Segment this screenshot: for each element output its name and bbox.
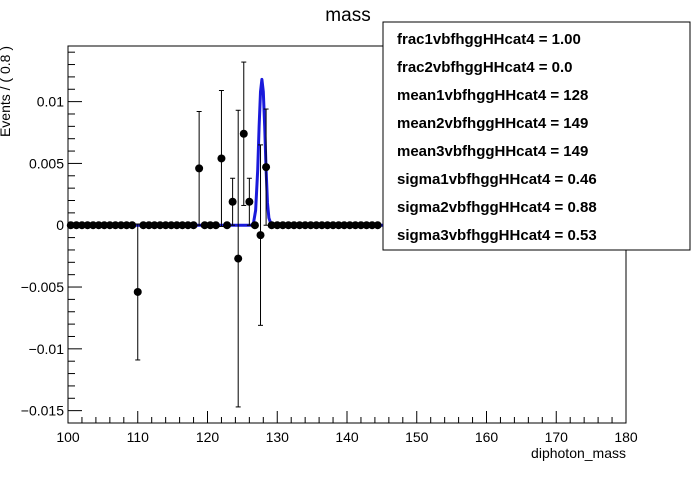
data-point: [340, 221, 349, 230]
data-point: [250, 221, 259, 230]
data-layer: [66, 61, 626, 408]
data-point: [77, 221, 86, 230]
legend-entry: sigma3vbfhggHHcat4 = 0.53: [397, 227, 597, 244]
legend-entry: mean1vbfhggHHcat4 = 128: [397, 87, 588, 104]
x-tick-label: 180: [614, 429, 638, 445]
y-axis-label: Events / ( 0.8 ): [0, 46, 13, 137]
data-point: [228, 197, 237, 206]
data-point: [301, 221, 310, 230]
y-tick-label: 0.01: [37, 94, 64, 110]
legend-entry: sigma1vbfhggHHcat4 = 0.46: [397, 171, 597, 188]
data-point: [323, 221, 332, 230]
y-tick-label: −0.01: [29, 341, 65, 357]
data-point: [289, 221, 298, 230]
data-point: [200, 221, 209, 230]
data-point: [211, 221, 220, 230]
data-point: [156, 221, 165, 230]
data-point: [278, 221, 287, 230]
data-point: [94, 221, 103, 230]
y-tick-label: 0: [56, 217, 64, 233]
y-axis: −0.015 −0.01 −0.005 0 0.005 0.01: [21, 51, 82, 424]
data-point: [317, 221, 326, 230]
data-point: [267, 221, 276, 230]
x-tick-label: 140: [335, 429, 359, 445]
data-point: [128, 221, 137, 230]
data-point: [368, 221, 377, 230]
x-axis-label: diphoton_mass: [531, 445, 626, 461]
data-point: [345, 221, 354, 230]
y-tick-label: 0.005: [29, 155, 64, 171]
data-point: [356, 221, 365, 230]
data-point: [178, 221, 187, 230]
data-point: [195, 164, 204, 173]
legend-entry: frac2vbfhggHHcat4 = 0.0: [397, 59, 572, 76]
legend-entry: frac1vbfhggHHcat4 = 1.00: [397, 31, 581, 48]
data-point: [306, 221, 315, 230]
legend-entry: mean2vbfhggHHcat4 = 149: [397, 115, 588, 132]
data-point: [334, 221, 343, 230]
y-tick-label: −0.005: [21, 279, 64, 295]
data-point: [223, 221, 232, 230]
x-tick-label: 100: [56, 429, 80, 445]
data-point: [312, 221, 321, 230]
data-point: [167, 221, 176, 230]
legend-entry: mean3vbfhggHHcat4 = 149: [397, 143, 588, 160]
data-point: [117, 221, 126, 230]
x-tick-label: 170: [545, 429, 569, 445]
data-point: [172, 221, 181, 230]
data-point: [150, 221, 159, 230]
data-point: [373, 221, 382, 230]
data-point: [273, 221, 282, 230]
data-point: [139, 221, 148, 230]
x-tick-label: 130: [266, 429, 290, 445]
data-point: [362, 221, 371, 230]
data-point: [89, 221, 98, 230]
data-point: [239, 129, 248, 138]
data-point: [206, 221, 215, 230]
legend-entry: sigma2vbfhggHHcat4 = 0.88: [397, 199, 597, 216]
data-point: [83, 221, 92, 230]
data-point: [161, 221, 170, 230]
data-point: [189, 221, 198, 230]
data-point: [262, 163, 271, 172]
x-tick-label: 150: [405, 429, 429, 445]
data-point: [245, 197, 254, 206]
data-point: [183, 221, 192, 230]
y-tick-label: −0.015: [21, 403, 64, 419]
x-tick-label: 110: [127, 429, 150, 445]
data-point: [295, 221, 304, 230]
fit-curve: [68, 77, 626, 227]
data-point: [284, 221, 293, 230]
data-point: [122, 221, 131, 230]
data-point: [329, 221, 338, 230]
x-tick-label: 120: [196, 429, 220, 445]
x-tick-label: 160: [475, 429, 499, 445]
legend-box: [382, 21, 691, 251]
data-point: [217, 154, 226, 163]
legend: frac1vbfhggHHcat4 = 1.00 frac2vbfhggHHcat…: [382, 21, 691, 251]
data-point: [100, 221, 109, 230]
data-point: [144, 221, 153, 230]
data-point: [256, 231, 265, 240]
data-point: [66, 221, 75, 230]
x-axis: 100 110 120 130 140 150 160 170 180: [56, 411, 638, 445]
chart-title: mass: [325, 5, 370, 26]
data-point: [72, 221, 81, 230]
data-point: [111, 221, 120, 230]
data-point: [105, 221, 114, 230]
data-point: [351, 221, 360, 230]
data-point: [133, 287, 142, 296]
data-point: [234, 254, 243, 263]
